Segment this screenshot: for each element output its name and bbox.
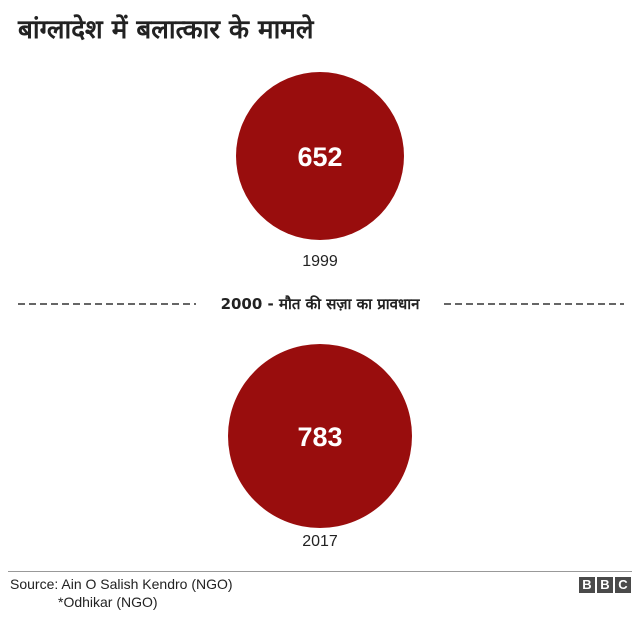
footer-divider: [8, 571, 632, 572]
year-label-2017: 2017: [302, 533, 338, 550]
chart-area: 652 1999 2000 - मौत की सज़ा का प्रावधान …: [18, 72, 624, 550]
annotation-label: 2000 - मौत की सज़ा का प्रावधान: [221, 295, 421, 313]
bubble-1999: [236, 72, 404, 240]
year-label-1999: 1999: [302, 253, 338, 270]
source-line-1: Source: Ain O Salish Kendro (NGO): [10, 576, 233, 592]
bbc-logo-letter: C: [615, 577, 631, 593]
chart-title: बांग्लादेश में बलात्कार के मामले: [18, 15, 314, 45]
bubble-2017: [228, 344, 412, 528]
value-label-2017: 783: [297, 422, 342, 452]
bbc-logo: B B C: [579, 577, 631, 593]
bbc-logo-letter: B: [579, 577, 595, 593]
bbc-logo-letter: B: [597, 577, 613, 593]
value-label-1999: 652: [297, 142, 342, 172]
source-note: Source: Ain O Salish Kendro (NGO) *Odhik…: [10, 575, 233, 611]
source-line-2: *Odhikar (NGO): [58, 594, 158, 610]
